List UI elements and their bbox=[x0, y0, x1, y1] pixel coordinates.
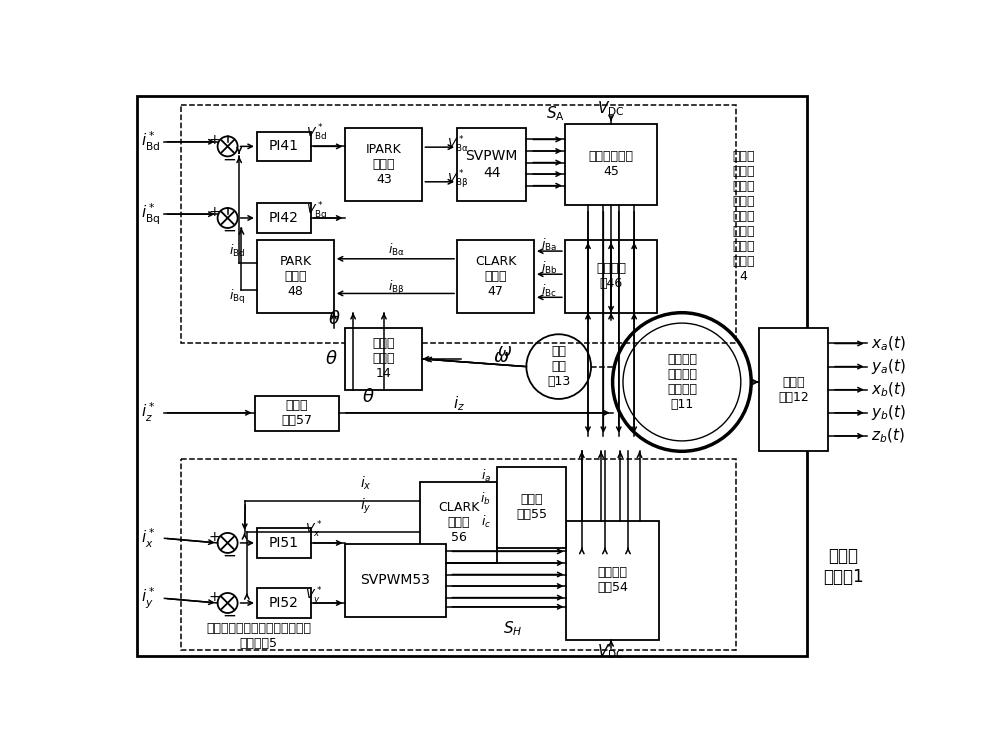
Text: $\theta$: $\theta$ bbox=[325, 350, 338, 368]
Text: PI51: PI51 bbox=[269, 536, 299, 550]
Text: −: − bbox=[222, 150, 236, 168]
Bar bbox=[137, 95, 807, 656]
Text: PI52: PI52 bbox=[269, 596, 299, 610]
Text: $V^*_x$: $V^*_x$ bbox=[305, 520, 322, 540]
Text: +: + bbox=[209, 530, 220, 544]
Text: $i^*_{\rm Bq}$: $i^*_{\rm Bq}$ bbox=[141, 202, 161, 226]
Text: 光电
编码
器13: 光电 编码 器13 bbox=[547, 345, 570, 388]
Bar bbox=[457, 128, 526, 201]
Bar bbox=[457, 240, 534, 313]
Bar bbox=[345, 328, 422, 390]
Text: 电压源逆
变器54: 电压源逆 变器54 bbox=[597, 566, 628, 595]
Text: 功率放
大器57: 功率放 大器57 bbox=[281, 399, 312, 427]
Text: 电流传感
器46: 电流传感 器46 bbox=[596, 262, 626, 290]
Text: 复合被
控对象1: 复合被 控对象1 bbox=[823, 548, 864, 586]
Bar bbox=[257, 203, 311, 232]
Text: −: − bbox=[222, 547, 236, 565]
Text: $i_y$: $i_y$ bbox=[360, 497, 372, 516]
Bar bbox=[566, 521, 659, 640]
Text: $i^*_z$: $i^*_z$ bbox=[141, 402, 156, 425]
Text: $i_c$: $i_c$ bbox=[481, 514, 491, 530]
Text: $i_z$: $i_z$ bbox=[453, 394, 465, 413]
Text: $i_{\rm Bd}$: $i_{\rm Bd}$ bbox=[229, 243, 245, 259]
Bar bbox=[257, 528, 311, 557]
Text: SVPWM
44: SVPWM 44 bbox=[466, 150, 518, 180]
Text: $y_b(t)$: $y_b(t)$ bbox=[871, 403, 906, 422]
Text: $i_{\rm B\alpha}$: $i_{\rm B\alpha}$ bbox=[388, 241, 405, 258]
Bar bbox=[181, 105, 736, 343]
Text: IPARK
变换器
43: IPARK 变换器 43 bbox=[366, 143, 402, 186]
Text: $i^*_x$: $i^*_x$ bbox=[141, 527, 156, 550]
Text: −: − bbox=[222, 222, 236, 240]
Text: $i_x$: $i_x$ bbox=[360, 475, 372, 492]
Text: $i_{\rm Bc}$: $i_{\rm Bc}$ bbox=[541, 283, 557, 299]
Text: $x_a(t)$: $x_a(t)$ bbox=[871, 335, 905, 352]
Text: $\theta$: $\theta$ bbox=[328, 310, 340, 328]
Text: $S_H$: $S_H$ bbox=[503, 619, 522, 638]
Text: PI42: PI42 bbox=[269, 211, 299, 225]
Text: 电压源逆变器
45: 电压源逆变器 45 bbox=[589, 150, 634, 179]
Text: −: − bbox=[222, 607, 236, 625]
Bar bbox=[345, 544, 446, 617]
Text: $y_a(t)$: $y_a(t)$ bbox=[871, 357, 905, 376]
Text: PI41: PI41 bbox=[269, 139, 299, 153]
Bar bbox=[255, 396, 339, 431]
Text: $V^*_{\rm B\alpha}$: $V^*_{\rm B\alpha}$ bbox=[447, 135, 469, 155]
Text: $V^*_y$: $V^*_y$ bbox=[305, 585, 322, 607]
Text: $i_{\rm Ba}$: $i_{\rm Ba}$ bbox=[541, 237, 557, 253]
Bar bbox=[257, 132, 311, 161]
Text: CLARK
变换器
56: CLARK 变换器 56 bbox=[438, 501, 479, 544]
Text: $x_b(t)$: $x_b(t)$ bbox=[871, 381, 906, 399]
Text: +: + bbox=[209, 205, 220, 219]
Text: $V_{\rm DC}$: $V_{\rm DC}$ bbox=[597, 642, 625, 661]
Text: $i_{\rm B\beta}$: $i_{\rm B\beta}$ bbox=[388, 279, 405, 297]
Text: $i^*_{\rm Bd}$: $i^*_{\rm Bd}$ bbox=[141, 130, 161, 153]
Text: CLARK
变换器
47: CLARK 变换器 47 bbox=[475, 255, 516, 297]
Text: 五自由度
无轴承永
磁同步电
机11: 五自由度 无轴承永 磁同步电 机11 bbox=[667, 353, 697, 411]
Text: $\omega$: $\omega$ bbox=[497, 342, 512, 360]
Text: $\theta$: $\theta$ bbox=[362, 388, 375, 407]
Text: $i_b$: $i_b$ bbox=[480, 491, 491, 507]
Text: $V^*_{\rm Bd}$: $V^*_{\rm Bd}$ bbox=[306, 122, 328, 142]
Text: $V^*_{\rm Bq}$: $V^*_{\rm Bq}$ bbox=[306, 200, 328, 222]
Text: 角度计
算模块
14: 角度计 算模块 14 bbox=[373, 337, 395, 381]
Text: PARK
变换器
48: PARK 变换器 48 bbox=[279, 255, 311, 297]
Text: $V_{\rm DC}$: $V_{\rm DC}$ bbox=[597, 99, 625, 118]
Text: 位移传
感器12: 位移传 感器12 bbox=[778, 375, 809, 404]
Text: $S_{\rm A}$: $S_{\rm A}$ bbox=[546, 105, 565, 124]
Text: +: + bbox=[209, 590, 220, 604]
Text: 二自由
度无轴
承永磁
同步电
机悬浮
力绕组
电流控
制模块
4: 二自由 度无轴 承永磁 同步电 机悬浮 力绕组 电流控 制模块 4 bbox=[732, 150, 755, 283]
Text: $V^*_{\rm B\beta}$: $V^*_{\rm B\beta}$ bbox=[447, 169, 469, 191]
Text: $\omega$: $\omega$ bbox=[493, 349, 509, 367]
Bar bbox=[565, 124, 657, 205]
Text: $i_{\rm Bq}$: $i_{\rm Bq}$ bbox=[229, 288, 245, 306]
Bar bbox=[420, 482, 497, 563]
Text: SVPWM53: SVPWM53 bbox=[361, 573, 430, 587]
Bar bbox=[257, 240, 334, 313]
Text: +: + bbox=[209, 133, 220, 148]
Bar bbox=[345, 128, 422, 201]
Bar bbox=[257, 589, 311, 618]
Text: $i^*_y$: $i^*_y$ bbox=[141, 586, 156, 611]
Text: $i_a$: $i_a$ bbox=[481, 468, 491, 484]
Bar bbox=[759, 328, 828, 451]
Text: $z_b(t)$: $z_b(t)$ bbox=[871, 427, 904, 445]
Text: 三自由度交直流混合磁轴承电流
控制模块5: 三自由度交直流混合磁轴承电流 控制模块5 bbox=[206, 622, 311, 650]
Bar bbox=[497, 466, 566, 548]
Text: $i_{\rm Bb}$: $i_{\rm Bb}$ bbox=[541, 260, 557, 276]
Text: 电流传
感器55: 电流传 感器55 bbox=[516, 493, 547, 521]
Bar bbox=[181, 459, 736, 650]
Bar bbox=[565, 240, 657, 313]
